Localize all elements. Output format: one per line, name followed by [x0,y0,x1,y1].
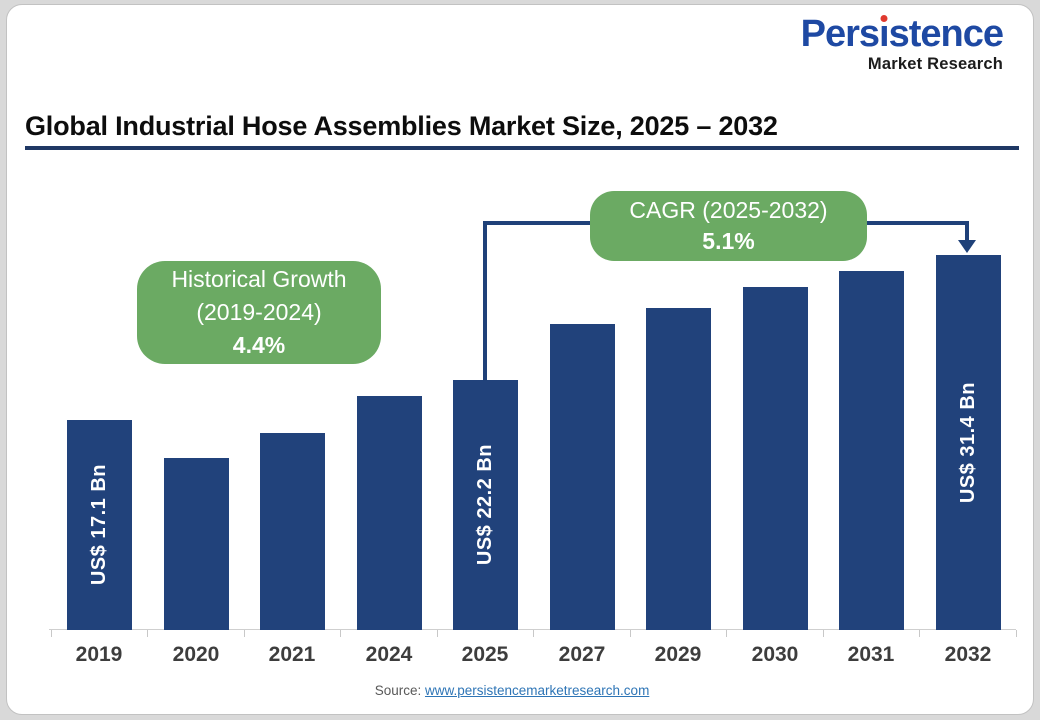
x-axis-label: 2020 [172,643,220,666]
x-axis-tick [629,630,631,637]
cagr-value: 5.1% [702,228,755,254]
source-prefix: Source: [374,683,422,698]
bar [549,324,615,630]
bar-value-label: US$ 17.1 Bn [87,464,110,586]
x-axis-tick [726,630,728,637]
x-axis-tick [50,630,52,637]
cagr-callout: CAGR (2025-2032) 5.1% [590,191,867,261]
bar: US$ 31.4 Bn [935,255,1001,630]
title-underline [25,146,1019,150]
bar: US$ 17.1 Bn [66,420,132,630]
x-axis-label: 2019 [75,643,123,666]
logo-subtitle: Market Research [867,55,1003,73]
cagr-line1: CAGR (2025-2032) [629,197,828,223]
historical-growth-value: 4.4% [232,332,286,358]
cagr-connector-left-line [483,221,487,381]
x-axis-label: 2024 [365,643,413,666]
historical-growth-callout: Historical Growth (2019-2024) 4.4% [137,261,381,364]
cagr-arrow-down-icon [958,240,976,253]
historical-growth-line1: Historical Growth [171,266,347,292]
x-axis-tick [1015,630,1017,637]
bar [742,287,808,630]
x-axis-tick [533,630,535,637]
x-axis-tick [822,630,824,637]
x-axis-tick [919,630,921,637]
x-axis-tick [436,630,438,637]
bar-value-label: US$ 31.4 Bn [956,381,979,504]
bar [838,271,904,630]
bar [356,396,422,630]
x-axis-label: 2025 [461,643,509,666]
x-axis-line [49,629,1016,630]
logo: Persıstence Market Research [800,13,1004,73]
x-axis-label: 2031 [847,643,895,666]
source-link[interactable]: www.persistencemarketresearch.com [424,683,650,698]
bar: US$ 22.2 Bn [452,380,518,630]
x-axis-tick [147,630,149,637]
x-axis-label: 2029 [654,643,702,666]
logo-red-dot-i: ı [879,13,890,55]
x-axis-label: 2021 [268,643,316,666]
bar-chart: US$ 17.1 Bn US$ 22.2 Bn US$ 31.4 Bn 2019 20… [7,5,1033,714]
x-axis-tick [243,630,245,637]
x-axis-tick [340,630,342,637]
page-title: Global Industrial Hose Assemblies Market… [25,111,778,141]
x-axis-label: 2027 [558,643,606,666]
x-axis-label: 2030 [751,643,799,666]
bar [645,308,711,630]
logo-text-part2: stence [888,13,1004,55]
x-axis-label: 2032 [944,643,992,666]
page-frame: Persıstence Market Research Global Indus… [6,4,1034,715]
bar-value-label: US$ 22.2 Bn [473,444,496,566]
bar [259,433,325,630]
cagr-connector-right-line [965,221,969,241]
bar [163,458,229,630]
logo-wordmark: Persıstence [800,13,1004,55]
source-line: Source: www.persistencemarketresearch.co… [7,683,1017,698]
logo-text-part1: Pers [800,13,880,55]
historical-growth-line2: (2019-2024) [196,299,322,325]
